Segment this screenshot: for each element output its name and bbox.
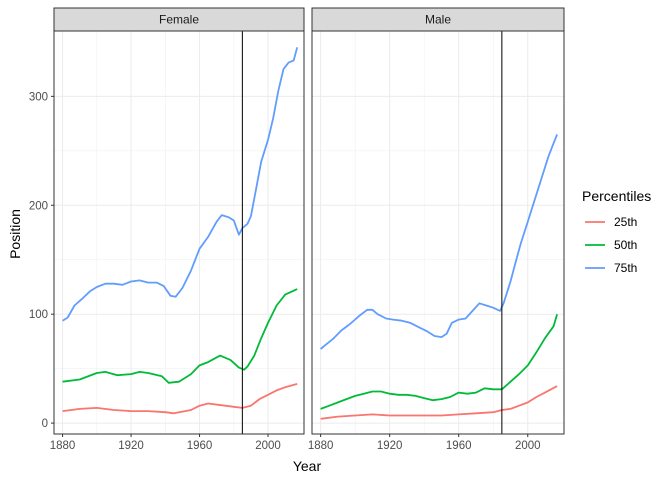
series-line-50th — [320, 313, 558, 410]
y-tick-label: 300 — [29, 91, 48, 103]
panel-female: Female — [53, 7, 305, 435]
x-tick-label: 1920 — [377, 440, 403, 452]
x-tick-label: 2000 — [255, 440, 281, 452]
x-tick-label: 1880 — [50, 440, 76, 452]
panel-border — [53, 30, 305, 435]
y-tick-label: 200 — [29, 200, 48, 212]
legend-label-50th: 50th — [614, 238, 637, 252]
series-line-75th — [320, 134, 558, 350]
facet-strip-label: Male — [425, 13, 451, 27]
legend-label-75th: 75th — [614, 261, 637, 275]
facet-strip-label: Female — [159, 13, 199, 27]
legend-entry-50th: 50th — [585, 238, 637, 252]
legend-entry-25th: 25th — [585, 215, 637, 229]
legend-label-25th: 25th — [614, 215, 637, 229]
legend-entry-75th: 75th — [585, 261, 637, 275]
x-tick-label: 2000 — [515, 440, 541, 452]
legend-title: Percentiles — [582, 188, 651, 204]
y-axis-title: Position — [7, 209, 23, 259]
panel-male: Male — [311, 7, 565, 435]
series-line-50th — [62, 288, 298, 384]
x-tick-label: 1960 — [187, 440, 213, 452]
series-line-75th — [62, 47, 299, 322]
y-tick-label: 100 — [29, 309, 48, 321]
x-tick-label: 1880 — [308, 440, 334, 452]
y-tick-label: 0 — [42, 418, 48, 430]
x-tick-label: 1920 — [118, 440, 144, 452]
x-tick-label: 1960 — [446, 440, 472, 452]
x-axis-title: Year — [293, 458, 322, 474]
series-line-25th — [62, 383, 298, 415]
legend: Percentiles 25th 50th 75th — [582, 188, 651, 275]
panel-border — [311, 30, 565, 435]
series-line-25th — [320, 385, 558, 420]
